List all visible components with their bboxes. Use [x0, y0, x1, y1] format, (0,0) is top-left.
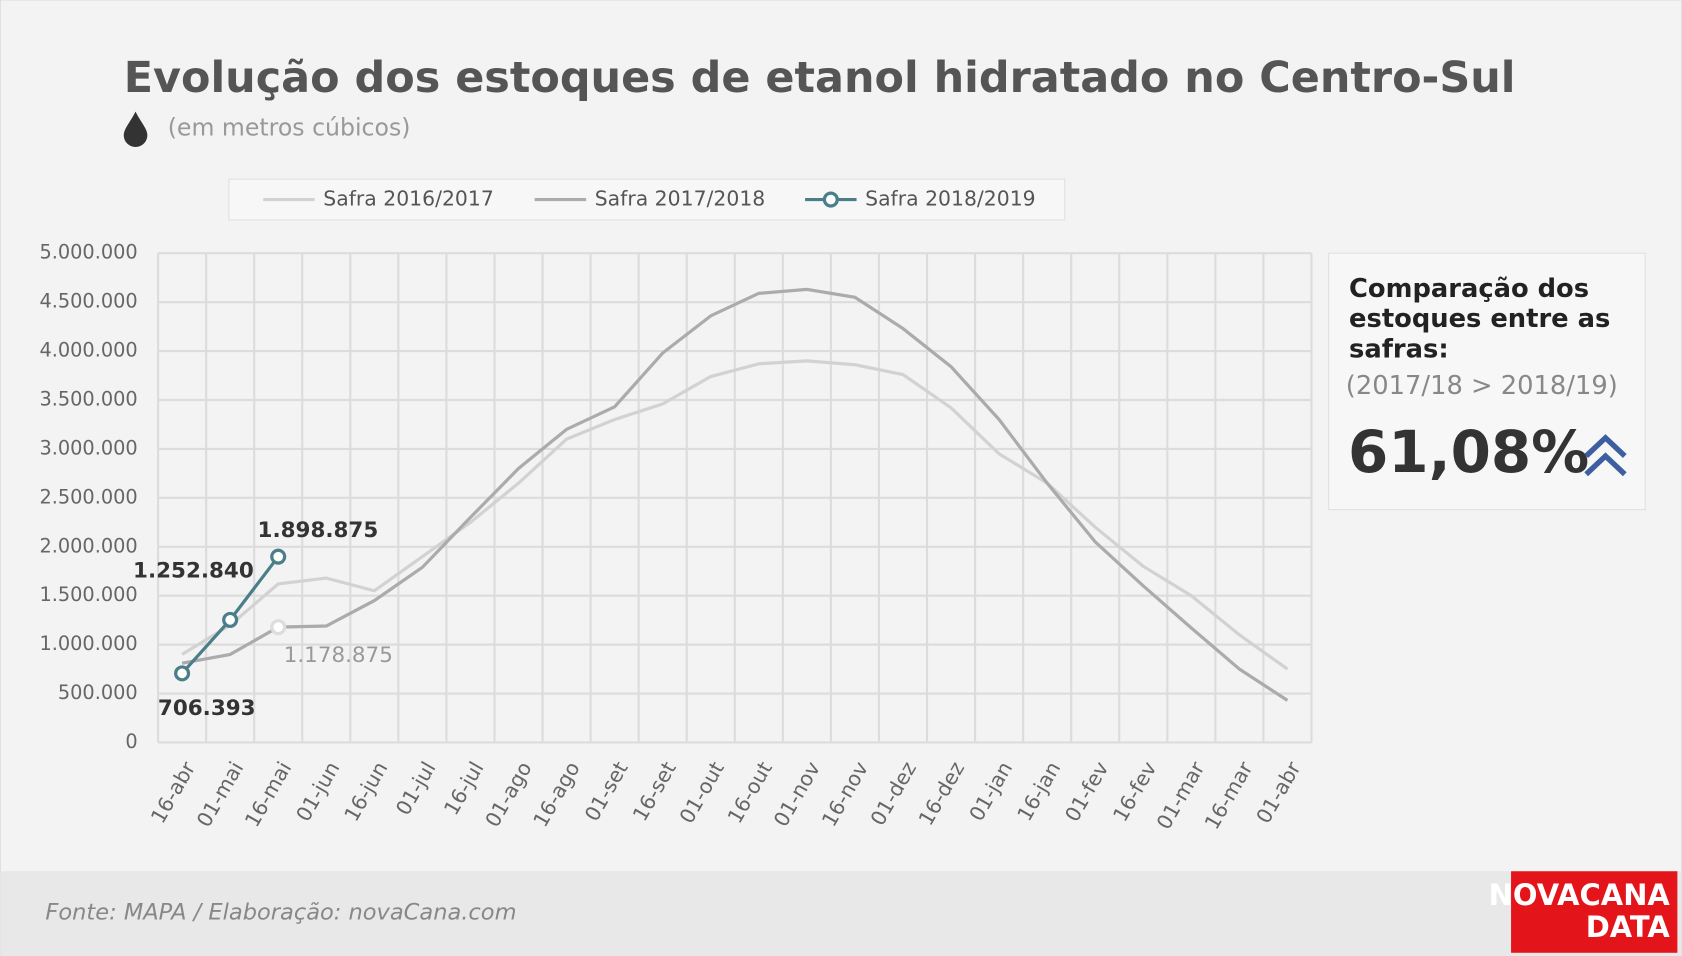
chart-subtitle: (em metros cúbicos): [168, 113, 411, 141]
footer-band: [0, 871, 1682, 956]
y-tick-label: 1.500.000: [39, 583, 137, 606]
point-marker: [270, 548, 287, 565]
data-label: 1.252.840: [133, 559, 254, 584]
legend-label: Safra 2017/2018: [595, 187, 766, 211]
legend-label: Safra 2016/2017: [323, 187, 494, 211]
y-tick-label: 500.000: [58, 681, 138, 704]
logo: [1511, 871, 1678, 953]
point-marker: [174, 665, 191, 682]
drop-icon: [123, 111, 148, 147]
data-label: 1.898.875: [258, 518, 379, 543]
panel-heading: Comparação dos: [1349, 274, 1589, 304]
y-tick-label: 3.500.000: [39, 387, 137, 410]
y-tick-label: 5.000.000: [39, 241, 137, 264]
y-tick-label: 1.000.000: [39, 632, 137, 655]
y-tick-label: 3.000.000: [39, 436, 137, 459]
data-label: 706.393: [158, 696, 256, 721]
y-tick-label: 4.000.000: [39, 339, 137, 362]
panel-heading: safras:: [1349, 334, 1449, 364]
point-marker: [270, 619, 287, 636]
up-arrow: [1584, 434, 1627, 477]
y-tick-label: 0: [125, 730, 137, 753]
logo-text: NOVACANA: [1489, 878, 1671, 912]
panel-note: (2017/18 > 2018/19): [1346, 371, 1618, 401]
y-tick-label: 4.500.000: [39, 290, 137, 313]
data-label: 1.178.875: [284, 643, 393, 668]
legend-box: [228, 178, 1066, 221]
logo-text: DATA: [1586, 910, 1671, 944]
chart-title: Evolução dos estoques de etanol hidratad…: [124, 53, 1516, 103]
source: Fonte: MAPA / Elaboração: novaCana.com: [45, 900, 516, 926]
point-marker: [222, 611, 239, 628]
legend-marker: [822, 191, 839, 208]
y-tick-label: 2.000.000: [39, 534, 137, 557]
series-line: [181, 287, 1289, 702]
y-tick-label: 2.500.000: [39, 485, 137, 508]
panel-heading: estoques entre as: [1349, 304, 1610, 334]
panel-value: 61,08%: [1348, 418, 1589, 486]
legend-label: Safra 2018/2019: [865, 187, 1036, 211]
series-line: [181, 359, 1289, 671]
